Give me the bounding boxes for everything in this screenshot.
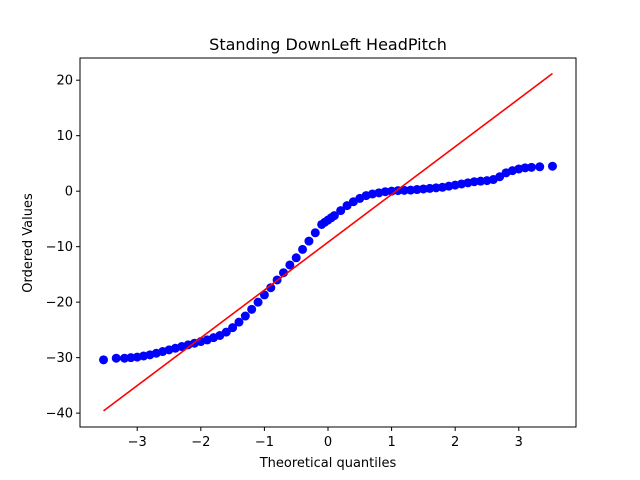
data-point bbox=[547, 161, 557, 171]
y-tick-label: −20 bbox=[46, 296, 73, 311]
data-point bbox=[111, 353, 121, 363]
x-tick-label: −2 bbox=[191, 435, 210, 450]
chart-title: Standing DownLeft HeadPitch bbox=[209, 35, 447, 54]
data-point bbox=[247, 304, 257, 314]
data-point bbox=[240, 311, 250, 321]
y-axis: −40 −30 −20 −10 0 10 20 bbox=[46, 74, 80, 422]
x-tick-label: 1 bbox=[387, 435, 395, 450]
data-point bbox=[310, 228, 320, 238]
data-point bbox=[278, 268, 288, 278]
data-point bbox=[253, 297, 263, 307]
plot-frame bbox=[79, 57, 577, 428]
data-point bbox=[336, 206, 346, 216]
data-point bbox=[399, 185, 409, 195]
x-tick-label: 3 bbox=[515, 435, 523, 450]
data-point bbox=[221, 327, 231, 337]
data-point bbox=[228, 323, 238, 333]
x-tick-label: −3 bbox=[128, 435, 147, 450]
x-tick-label: 0 bbox=[324, 435, 332, 450]
data-point bbox=[234, 317, 244, 327]
data-point bbox=[304, 236, 314, 246]
y-tick-label: −10 bbox=[46, 240, 73, 255]
data-point bbox=[298, 244, 308, 254]
data-point bbox=[329, 211, 339, 221]
y-axis-label: Ordered Values bbox=[21, 193, 36, 293]
x-tick-label: −1 bbox=[255, 435, 274, 450]
x-axis: −3 −2 −1 0 1 2 3 bbox=[128, 427, 523, 450]
y-tick-label: 20 bbox=[56, 74, 73, 89]
data-point bbox=[285, 260, 295, 270]
reference-line bbox=[103, 72, 553, 412]
x-tick-label: 2 bbox=[451, 435, 459, 450]
data-point bbox=[99, 355, 109, 365]
y-tick-label: 0 bbox=[65, 185, 73, 200]
y-tick-label: 10 bbox=[56, 129, 73, 144]
data-point bbox=[526, 162, 536, 172]
data-point bbox=[266, 283, 276, 293]
data-point bbox=[291, 253, 301, 263]
x-axis-label: Theoretical quantiles bbox=[259, 456, 397, 471]
y-tick-label: −40 bbox=[46, 407, 73, 422]
y-tick-label: −30 bbox=[46, 351, 73, 366]
data-point bbox=[535, 162, 545, 172]
plot-area bbox=[99, 72, 557, 412]
